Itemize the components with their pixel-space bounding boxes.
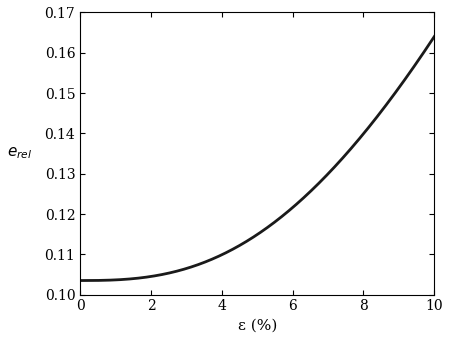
Y-axis label: $e_{rel}$: $e_{rel}$ — [7, 146, 32, 161]
X-axis label: ε (%): ε (%) — [238, 319, 277, 333]
